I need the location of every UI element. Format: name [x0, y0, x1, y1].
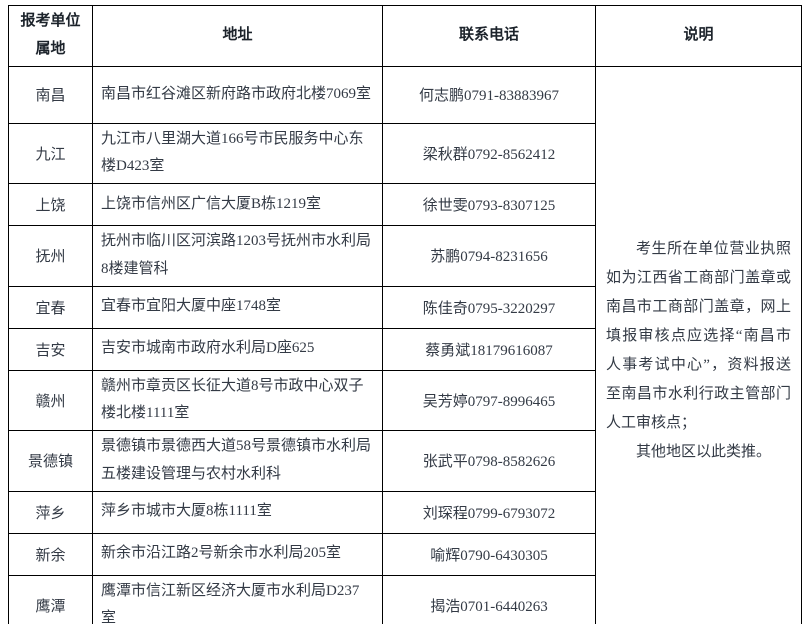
address-cell: 南昌市红谷滩区新府路市政府北楼7069室: [92, 65, 383, 124]
city-cell: 宜春: [8, 285, 93, 329]
header-contact-phone: 联系电话: [382, 5, 596, 67]
notes-paragraph-2: 其他地区以此类推。: [636, 443, 772, 460]
notes-cell: 考生所在单位营业执照如为江西省工商部门盖章或南昌市工商部门盖章，网上填报审核点应…: [595, 65, 802, 624]
city-cell: 新余: [8, 532, 93, 576]
address-cell: 吉安市城南市政府水利局D座625: [92, 327, 383, 371]
table-row-nanchang: 南昌 南昌市红谷滩区新府路市政府北楼7069室 何志鹏0791-83883967…: [8, 65, 802, 624]
table-row-jingdezhen: 景德镇 景德镇市景德西大道58号景德镇市水利局五楼建设管理与农村水利科 张武平0…: [8, 430, 802, 492]
table-row-pingxiang: 萍乡 萍乡市城市大厦8栋1111室 刘琛程0799-6793072: [8, 490, 802, 534]
city-cell: 南昌: [8, 65, 93, 124]
contact-cell: 蔡勇斌18179616087: [382, 327, 596, 371]
address-cell: 抚州市临川区河滨路1203号抚州市水利局8楼建管科: [92, 225, 383, 287]
contact-cell: 陈佳奇0795-3220297: [382, 285, 596, 329]
city-cell: 赣州: [8, 369, 93, 431]
registration-contact-table: 报考单位属地 地址 联系电话 说明 南昌 南昌市红谷滩区新府路市政府北楼7069…: [8, 5, 802, 624]
contact-cell: 揭浩0701-6440263: [382, 574, 596, 624]
contact-cell: 何志鹏0791-83883967: [382, 65, 596, 124]
table-row-jian: 吉安 吉安市城南市政府水利局D座625 蔡勇斌18179616087: [8, 327, 802, 371]
city-cell: 鹰潭: [8, 574, 93, 624]
table-row-fuzhou: 抚州 抚州市临川区河滨路1203号抚州市水利局8楼建管科 苏鹏0794-8231…: [8, 225, 802, 287]
table-row-jiujiang: 九江 九江市八里湖大道166号市民服务中心东楼D423室 梁秋群0792-856…: [8, 122, 802, 184]
address-cell: 九江市八里湖大道166号市民服务中心东楼D423室: [92, 122, 383, 184]
contact-cell: 梁秋群0792-8562412: [382, 122, 596, 184]
address-cell: 鹰潭市信江新区经济大厦市水利局D237室: [92, 574, 383, 624]
contact-cell: 喻辉0790-6430305: [382, 532, 596, 576]
table-row-yingtan: 鹰潭 鹰潭市信江新区经济大厦市水利局D237室 揭浩0701-6440263: [8, 574, 802, 624]
address-cell: 上饶市信州区广信大厦B栋1219室: [92, 183, 383, 226]
table-row-ganzhou: 赣州 赣州市章贡区长征大道8号市政中心双子楼北楼1111室 吴芳婷0797-89…: [8, 369, 802, 431]
address-cell: 萍乡市城市大厦8栋1111室: [92, 490, 383, 534]
contact-cell: 吴芳婷0797-8996465: [382, 369, 596, 431]
city-cell: 抚州: [8, 225, 93, 287]
contact-cell: 徐世雯0793-8307125: [382, 183, 596, 226]
address-cell: 宜春市宜阳大厦中座1748室: [92, 285, 383, 329]
header-registration-locality: 报考单位属地: [8, 5, 93, 67]
table-row-shangrao: 上饶 上饶市信州区广信大厦B栋1219室 徐世雯0793-8307125: [8, 183, 802, 226]
address-cell: 景德镇市景德西大道58号景德镇市水利局五楼建设管理与农村水利科: [92, 430, 383, 492]
contact-cell: 张武平0798-8582626: [382, 430, 596, 492]
header-notes: 说明: [595, 5, 802, 67]
address-cell: 新余市沿江路2号新余市水利局205室: [92, 532, 383, 576]
table-row-xinyu: 新余 新余市沿江路2号新余市水利局205室 喻辉0790-6430305: [8, 532, 802, 576]
city-cell: 景德镇: [8, 430, 93, 492]
city-cell: 九江: [8, 122, 93, 184]
header-address: 地址: [92, 5, 383, 67]
city-cell: 萍乡: [8, 490, 93, 534]
table-header-row: 报考单位属地 地址 联系电话 说明: [8, 5, 802, 67]
contact-cell: 苏鹏0794-8231656: [382, 225, 596, 287]
city-cell: 吉安: [8, 327, 93, 371]
notes-paragraph-1: 考生所在单位营业执照如为江西省工商部门盖章或南昌市工商部门盖章，网上填报审核点应…: [606, 240, 791, 431]
contact-cell: 刘琛程0799-6793072: [382, 490, 596, 534]
address-cell: 赣州市章贡区长征大道8号市政中心双子楼北楼1111室: [92, 369, 383, 431]
city-cell: 上饶: [8, 183, 93, 226]
